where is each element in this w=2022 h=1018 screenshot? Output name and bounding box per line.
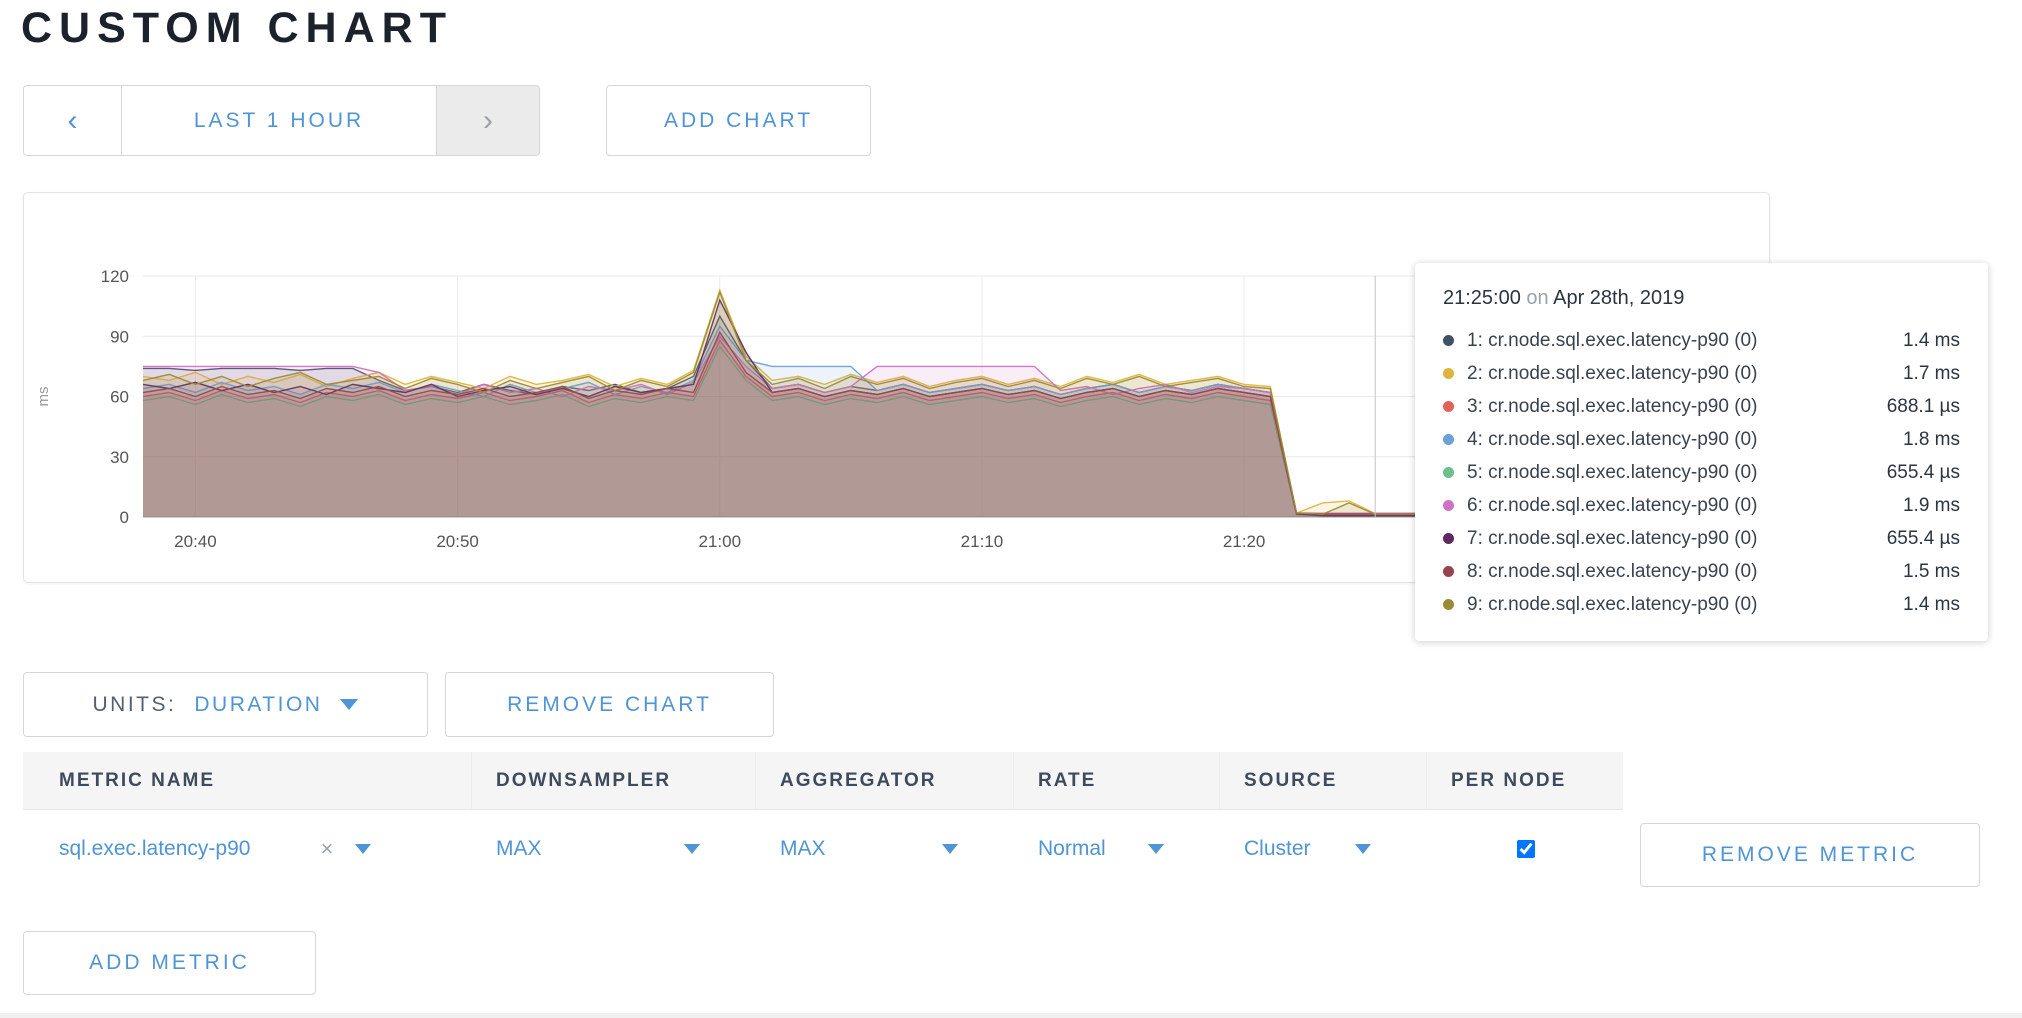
series-label: 4: cr.node.sql.exec.latency-p90 (0) xyxy=(1467,428,1758,450)
page-bottom-edge xyxy=(0,1013,2022,1018)
svg-text:21:00: 21:00 xyxy=(698,532,741,551)
metric-name-select[interactable]: sql.exec.latency-p90 × xyxy=(23,810,472,888)
rate-select[interactable]: Normal xyxy=(1014,810,1220,888)
series-label: 6: cr.node.sql.exec.latency-p90 (0) xyxy=(1467,494,1758,516)
svg-text:0: 0 xyxy=(120,508,129,527)
series-value: 1.5 ms xyxy=(1902,560,1960,582)
tooltip-row: 9: cr.node.sql.exec.latency-p90 (0) 1.4 m… xyxy=(1443,588,1960,621)
downsampler-value: MAX xyxy=(496,837,542,860)
chevron-right-icon: › xyxy=(483,103,493,137)
chart-panel: 0 30 60 90 120 20:40 20:50 21:00 21:10 21:20 ms xyxy=(23,192,1770,583)
svg-text:120: 120 xyxy=(101,267,129,286)
tooltip-time: 21:25:00 xyxy=(1443,287,1521,309)
remove-chart-button[interactable]: REMOVE CHART xyxy=(445,672,774,737)
series-dot-icon xyxy=(1443,434,1454,445)
add-chart-button[interactable]: ADD CHART xyxy=(606,85,871,156)
source-select[interactable]: Cluster xyxy=(1220,810,1427,888)
svg-text:21:10: 21:10 xyxy=(961,532,1004,551)
chevron-down-icon xyxy=(1355,844,1371,854)
tooltip-row: 6: cr.node.sql.exec.latency-p90 (0) 1.9 m… xyxy=(1443,489,1960,522)
downsampler-select[interactable]: MAX xyxy=(472,810,756,888)
column-header-metric-name: METRIC NAME xyxy=(23,752,472,809)
series-dot-icon xyxy=(1443,599,1454,610)
series-label: 7: cr.node.sql.exec.latency-p90 (0) xyxy=(1467,527,1758,549)
tooltip-row: 7: cr.node.sql.exec.latency-p90 (0) 655.4… xyxy=(1443,522,1960,555)
metric-name-value: sql.exec.latency-p90 xyxy=(59,837,251,860)
column-header-source: SOURCE xyxy=(1220,752,1427,809)
aggregator-value: MAX xyxy=(780,837,826,860)
chart-tooltip: 21:25:00 on Apr 28th, 2019 1: cr.node.sq… xyxy=(1415,263,1988,641)
clear-metric-icon[interactable]: × xyxy=(320,836,334,861)
series-value: 1.7 ms xyxy=(1902,362,1960,384)
svg-text:20:40: 20:40 xyxy=(174,532,217,551)
series-dot-icon xyxy=(1443,467,1454,478)
series-dot-icon xyxy=(1443,335,1454,346)
series-dot-icon xyxy=(1443,368,1454,379)
page-title: CUSTOM CHART xyxy=(21,4,453,52)
svg-text:60: 60 xyxy=(110,388,129,407)
rate-value: Normal xyxy=(1038,837,1106,860)
chevron-down-icon xyxy=(355,844,372,854)
tooltip-row: 5: cr.node.sql.exec.latency-p90 (0) 655.4… xyxy=(1443,456,1960,489)
units-label: UNITS: xyxy=(92,692,177,716)
series-dot-icon xyxy=(1443,533,1454,544)
column-header-rate: RATE xyxy=(1014,752,1220,809)
series-value: 655.4 µs xyxy=(1886,461,1960,483)
time-prev-button[interactable]: ‹ xyxy=(23,85,122,156)
tooltip-row: 4: cr.node.sql.exec.latency-p90 (0) 1.8 m… xyxy=(1443,423,1960,456)
time-range-selector: ‹ LAST 1 HOUR › xyxy=(23,85,540,156)
units-dropdown[interactable]: UNITS: DURATION xyxy=(23,672,428,737)
source-value: Cluster xyxy=(1244,837,1311,860)
chevron-down-icon xyxy=(340,699,359,710)
svg-text:ms: ms xyxy=(35,387,52,407)
series-label: 2: cr.node.sql.exec.latency-p90 (0) xyxy=(1467,362,1758,384)
series-value: 688.1 µs xyxy=(1886,395,1960,417)
aggregator-select[interactable]: MAX xyxy=(756,810,1014,888)
series-label: 9: cr.node.sql.exec.latency-p90 (0) xyxy=(1467,593,1758,615)
series-dot-icon xyxy=(1443,500,1454,511)
column-header-aggregator: AGGREGATOR xyxy=(756,752,1014,809)
column-header-downsampler: DOWNSAMPLER xyxy=(472,752,756,809)
tooltip-row: 3: cr.node.sql.exec.latency-p90 (0) 688.1… xyxy=(1443,390,1960,423)
tooltip-date: Apr 28th, 2019 xyxy=(1553,287,1685,309)
chevron-down-icon xyxy=(942,844,958,854)
series-value: 1.4 ms xyxy=(1902,593,1960,615)
svg-text:20:50: 20:50 xyxy=(436,532,479,551)
units-value: DURATION xyxy=(194,692,323,716)
per-node-cell xyxy=(1427,810,1623,888)
per-node-checkbox[interactable] xyxy=(1516,840,1535,858)
series-value: 1.4 ms xyxy=(1902,329,1960,351)
metrics-table-header: METRIC NAME DOWNSAMPLER AGGREGATOR RATE … xyxy=(23,752,1623,810)
metric-row: sql.exec.latency-p90 × MAX MAX Normal Cl… xyxy=(23,810,1623,888)
series-label: 5: cr.node.sql.exec.latency-p90 (0) xyxy=(1467,461,1758,483)
chevron-left-icon: ‹ xyxy=(67,103,78,137)
column-header-per-node: PER NODE xyxy=(1451,769,1567,791)
remove-metric-button[interactable]: REMOVE METRIC xyxy=(1640,823,1980,887)
latency-chart[interactable]: 0 30 60 90 120 20:40 20:50 21:00 21:10 21:20 ms xyxy=(24,193,1769,582)
series-label: 1: cr.node.sql.exec.latency-p90 (0) xyxy=(1467,329,1758,351)
tooltip-on-word: on xyxy=(1526,287,1549,309)
series-label: 3: cr.node.sql.exec.latency-p90 (0) xyxy=(1467,395,1758,417)
tooltip-row: 2: cr.node.sql.exec.latency-p90 (0) 1.7 m… xyxy=(1443,357,1960,390)
svg-text:21:20: 21:20 xyxy=(1223,532,1266,551)
tooltip-row: 8: cr.node.sql.exec.latency-p90 (0) 1.5 m… xyxy=(1443,555,1960,588)
series-dot-icon xyxy=(1443,401,1454,412)
series-value: 1.8 ms xyxy=(1902,428,1960,450)
chevron-down-icon xyxy=(1148,844,1164,854)
time-range-button[interactable]: LAST 1 HOUR xyxy=(121,85,437,156)
series-value: 655.4 µs xyxy=(1886,527,1960,549)
tooltip-row: 1: cr.node.sql.exec.latency-p90 (0) 1.4 m… xyxy=(1443,324,1960,357)
series-dot-icon xyxy=(1443,566,1454,577)
time-next-button[interactable]: › xyxy=(436,85,540,156)
series-value: 1.9 ms xyxy=(1902,494,1960,516)
add-metric-button[interactable]: ADD METRIC xyxy=(23,931,316,995)
svg-text:90: 90 xyxy=(110,327,129,346)
chevron-down-icon xyxy=(684,844,700,854)
series-label: 8: cr.node.sql.exec.latency-p90 (0) xyxy=(1467,560,1758,582)
svg-text:30: 30 xyxy=(110,448,129,467)
tooltip-header: 21:25:00 on Apr 28th, 2019 xyxy=(1443,287,1960,310)
